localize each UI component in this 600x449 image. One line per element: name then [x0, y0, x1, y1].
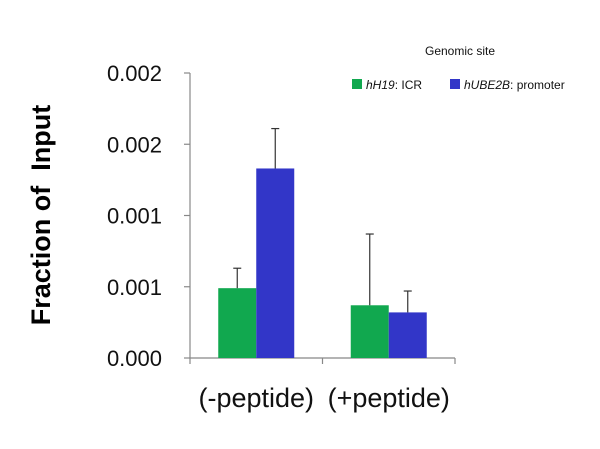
x-ticks — [189, 358, 456, 364]
bars — [218, 168, 427, 358]
legend-label-hUBE2B: hUBE2B: promoter — [464, 78, 565, 92]
legend-label-hH19: hH19: ICR — [366, 78, 422, 92]
x-category-labels: (-peptide) (+peptide) — [198, 383, 449, 413]
legend-label-hUBE2B-rest: : promoter — [510, 78, 565, 92]
y-ticks: 0.000 0.001 0.001 0.002 0.002 — [107, 61, 190, 371]
x-category-label: (+peptide) — [328, 383, 450, 413]
legend-label-hUBE2B-italic: hUBE2B — [464, 78, 510, 92]
y-axis-label: Fraction of Input — [26, 105, 56, 325]
x-category-label: (-peptide) — [198, 383, 314, 413]
y-tick-label: 0.001 — [107, 275, 162, 300]
bar — [388, 312, 427, 358]
y-tick-label: 0.002 — [107, 61, 162, 86]
legend-item-hH19: hH19: ICR — [352, 78, 422, 92]
bar — [256, 168, 295, 358]
legend-label-hH19-italic: hH19 — [366, 78, 395, 92]
legend: Genomic site hH19: ICR hUBE2B: promoter — [352, 44, 565, 92]
legend-item-hUBE2B: hUBE2B: promoter — [450, 78, 565, 92]
y-tick-label: 0.001 — [107, 204, 162, 229]
legend-label-hH19-rest: : ICR — [395, 78, 423, 92]
legend-swatch-hUBE2B — [450, 79, 460, 89]
y-tick-label: 0.000 — [107, 346, 162, 371]
y-tick-label: 0.002 — [107, 132, 162, 157]
legend-swatch-hH19 — [352, 79, 362, 89]
bar — [350, 305, 389, 358]
error-bars — [233, 127, 412, 313]
legend-title: Genomic site — [425, 44, 495, 58]
bar — [218, 288, 257, 358]
